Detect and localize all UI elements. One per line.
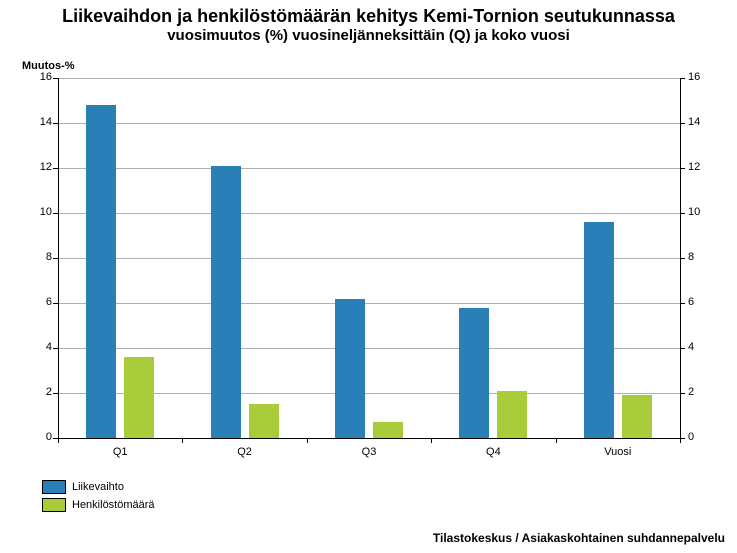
y-tick-label-left: 16 bbox=[26, 71, 52, 83]
y-tick-label-left: 4 bbox=[26, 341, 52, 353]
bar bbox=[584, 222, 614, 438]
x-axis bbox=[58, 438, 680, 439]
x-tick-mark bbox=[431, 438, 432, 443]
y-tick-label-right: 12 bbox=[688, 161, 718, 173]
bar bbox=[335, 299, 365, 439]
chart-container: Liikevaihdon ja henkilöstömäärän kehitys… bbox=[0, 0, 737, 553]
legend-item: Liikevaihto bbox=[42, 478, 155, 496]
x-tick-label: Q4 bbox=[453, 446, 533, 458]
y-tick-label-right: 6 bbox=[688, 296, 718, 308]
y-tick-label-right: 0 bbox=[688, 431, 718, 443]
y-tick-label-right: 4 bbox=[688, 341, 718, 353]
grid-line bbox=[58, 168, 680, 169]
chart-subtitle: vuosimuutos (%) vuosineljänneksittäin (Q… bbox=[0, 27, 737, 44]
y-tick-label-left: 6 bbox=[26, 296, 52, 308]
y-tick-label-left: 8 bbox=[26, 251, 52, 263]
y-tick-label-left: 12 bbox=[26, 161, 52, 173]
x-tick-mark bbox=[680, 438, 681, 443]
grid-line bbox=[58, 123, 680, 124]
y-axis-left bbox=[58, 78, 59, 438]
legend-label: Liikevaihto bbox=[72, 481, 124, 493]
bar bbox=[86, 105, 116, 438]
chart-title: Liikevaihdon ja henkilöstömäärän kehitys… bbox=[0, 0, 737, 27]
bar bbox=[124, 357, 154, 438]
source-text: Tilastokeskus / Asiakaskohtainen suhdann… bbox=[433, 531, 725, 545]
x-tick-mark bbox=[307, 438, 308, 443]
bar bbox=[211, 166, 241, 438]
x-tick-label: Vuosi bbox=[578, 446, 658, 458]
bar bbox=[497, 391, 527, 438]
y-tick-label-left: 14 bbox=[26, 116, 52, 128]
x-tick-label: Q2 bbox=[205, 446, 285, 458]
bar bbox=[249, 404, 279, 438]
y-tick-label-right: 14 bbox=[688, 116, 718, 128]
y-tick-label-left: 10 bbox=[26, 206, 52, 218]
y-tick-label-right: 2 bbox=[688, 386, 718, 398]
y-tick-label-left: 0 bbox=[26, 431, 52, 443]
legend: Liikevaihto Henkilöstömäärä bbox=[42, 478, 155, 514]
legend-swatch bbox=[42, 498, 66, 512]
bar bbox=[459, 308, 489, 439]
legend-label: Henkilöstömäärä bbox=[72, 499, 155, 511]
legend-swatch bbox=[42, 480, 66, 494]
legend-item: Henkilöstömäärä bbox=[42, 496, 155, 514]
grid-line bbox=[58, 213, 680, 214]
y-tick-label-right: 8 bbox=[688, 251, 718, 263]
x-tick-mark bbox=[58, 438, 59, 443]
x-tick-label: Q1 bbox=[80, 446, 160, 458]
y-tick-label-right: 10 bbox=[688, 206, 718, 218]
bar bbox=[373, 422, 403, 438]
x-tick-label: Q3 bbox=[329, 446, 409, 458]
grid-line bbox=[58, 78, 680, 79]
y-tick-label-right: 16 bbox=[688, 71, 718, 83]
x-tick-mark bbox=[182, 438, 183, 443]
y-axis-right bbox=[680, 78, 681, 438]
bar bbox=[622, 395, 652, 438]
x-tick-mark bbox=[556, 438, 557, 443]
plot-area: 00224466881010121214141616Q1Q2Q3Q4Vuosi bbox=[58, 78, 680, 438]
y-tick-label-left: 2 bbox=[26, 386, 52, 398]
